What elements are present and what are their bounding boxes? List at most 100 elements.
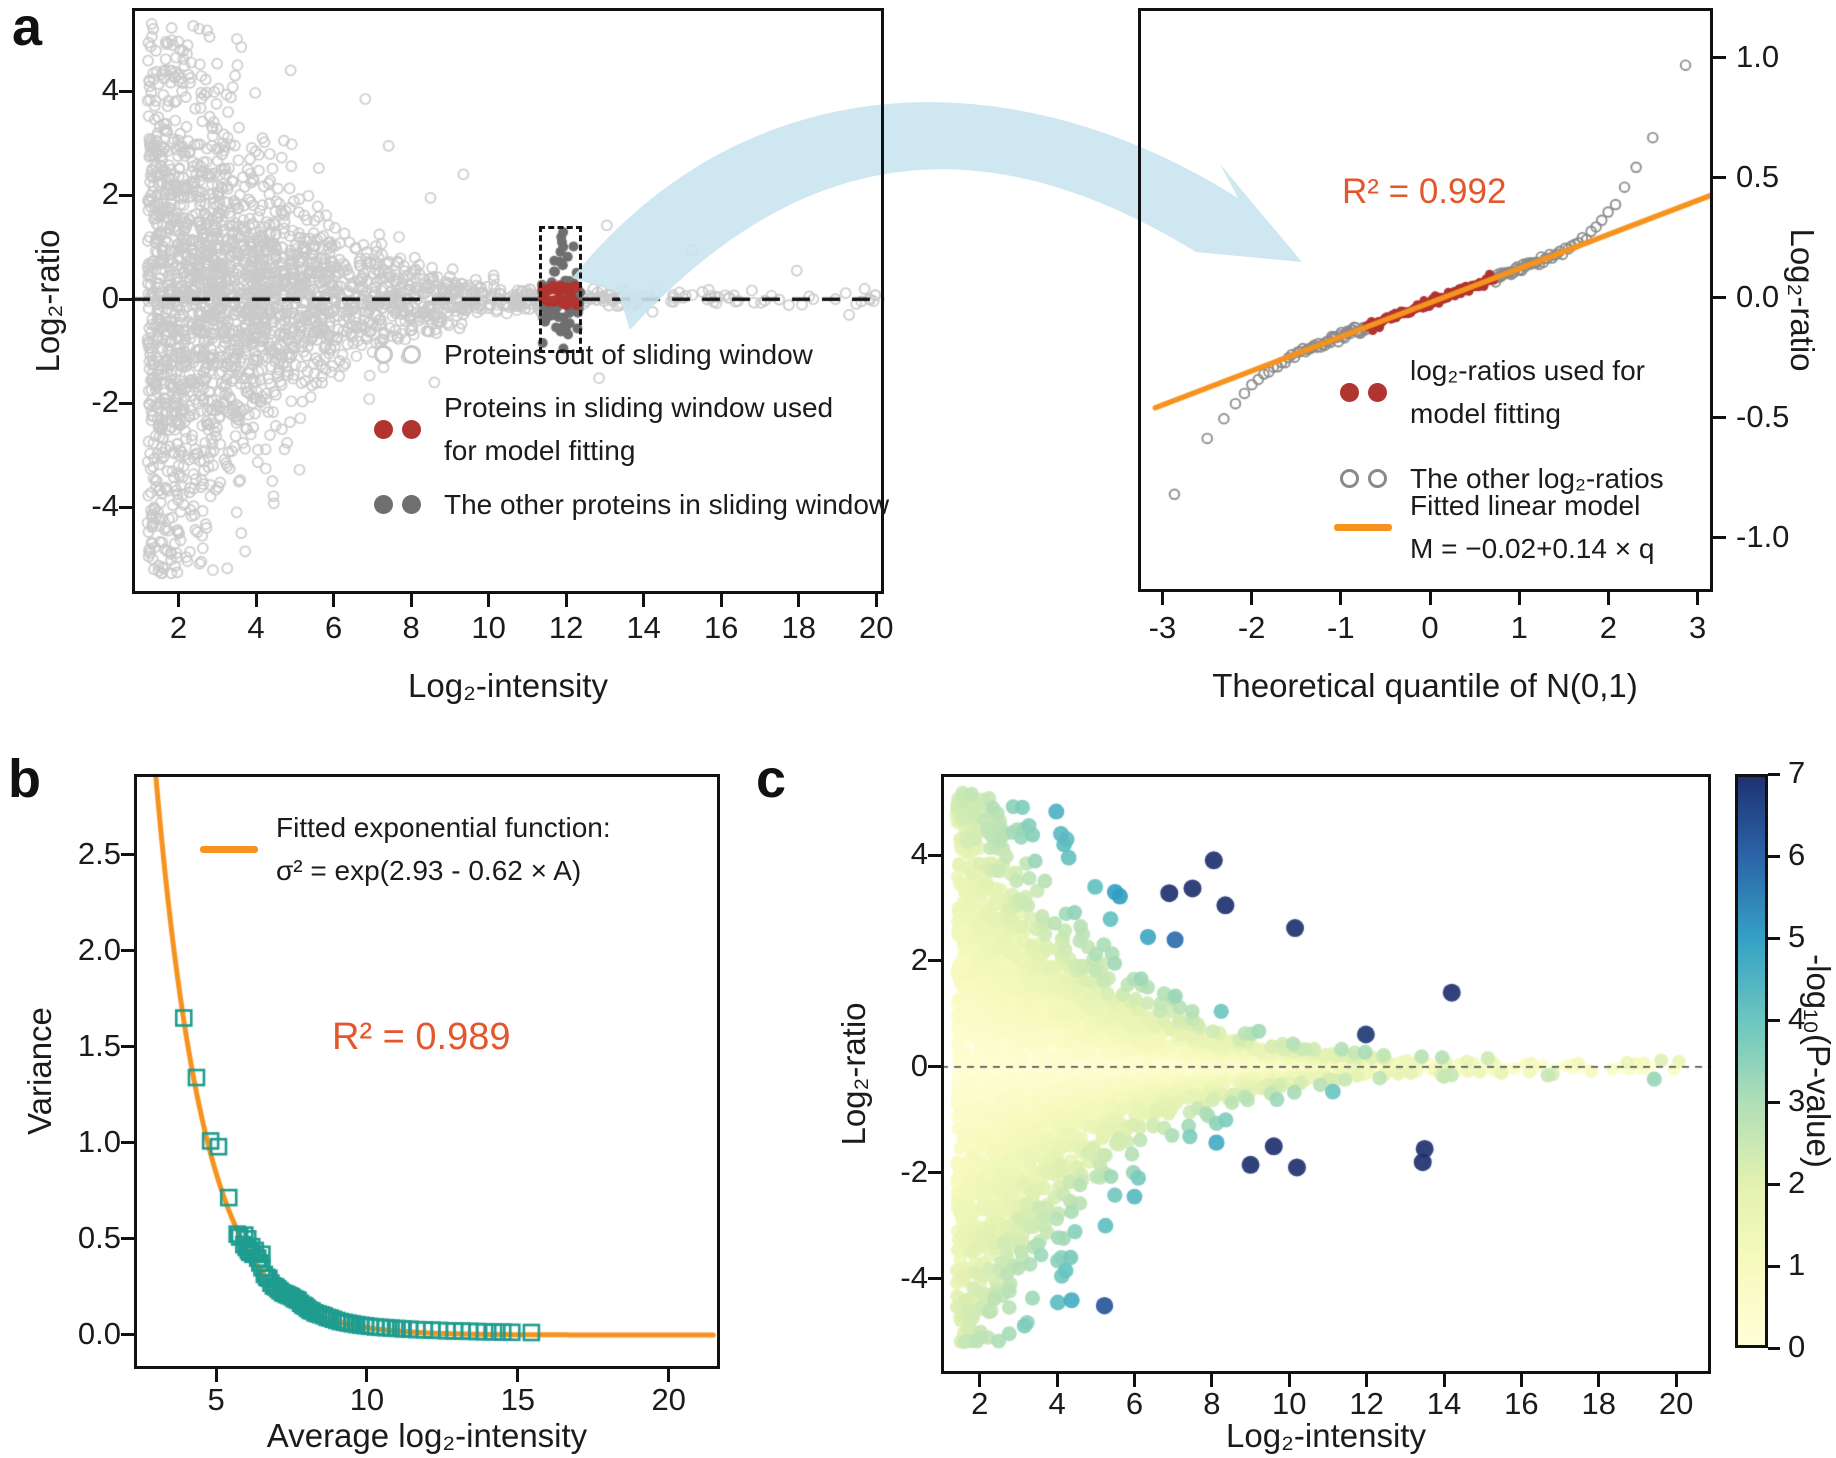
legend-label: log₂-ratios used for [1410, 355, 1645, 386]
y-tick-mark [1713, 176, 1726, 180]
x-tick-mark [332, 594, 336, 607]
legend-label: Fitted linear model [1410, 490, 1641, 521]
x-axis-label: Log₂-intensity [408, 667, 608, 704]
x-tick-mark [516, 1369, 520, 1382]
x-tick-mark [1250, 592, 1254, 605]
y-tick-mark [121, 853, 134, 857]
y-tick-label: 2.5 [77, 835, 121, 871]
y-tick-label: -4 [91, 488, 119, 524]
x-tick-label: 5 [207, 1382, 225, 1417]
legend-item: Fitted linear model M = −0.02+0.14 × q [1334, 484, 1654, 570]
x-tick-label: 6 [324, 610, 343, 645]
y-tick-label: -0.5 [1736, 398, 1790, 434]
y-tick-mark [928, 1171, 941, 1175]
x-tick-label: -3 [1148, 610, 1177, 645]
colorbar-tick-mark [1768, 772, 1780, 776]
legend-label: The other proteins in sliding window [444, 489, 890, 520]
colorbar-tick-label: 6 [1788, 837, 1806, 872]
r-squared-annotation: R² = 0.992 [1342, 172, 1507, 211]
legend-item: Fitted exponential function: σ² = exp(2.… [200, 806, 611, 892]
x-tick-label: 18 [1581, 1386, 1617, 1421]
colorbar-tick-mark [1768, 1264, 1780, 1268]
panel-label-a: a [12, 0, 43, 57]
y-tick-mark [121, 1045, 134, 1049]
x-tick-mark [1339, 592, 1343, 605]
x-tick-mark [1055, 1374, 1059, 1387]
x-tick-mark [1517, 592, 1521, 605]
y-tick-label: 1.0 [77, 1123, 121, 1159]
y-tick-label: -2 [900, 1153, 928, 1189]
y-tick-label: 0 [910, 1047, 928, 1083]
colorbar [1735, 774, 1768, 1348]
legend-item: Proteins out of sliding window [368, 333, 813, 376]
x-tick-label: 0 [1421, 610, 1439, 645]
x-tick-label: -1 [1327, 610, 1355, 645]
legend-label: model fitting [1410, 398, 1561, 429]
open-circle-marker-icon [373, 345, 393, 364]
x-tick-label: 10 [349, 1382, 385, 1417]
legend-label: Proteins in sliding window used [444, 392, 834, 423]
x-tick-mark [1674, 1374, 1678, 1387]
y-tick-mark [121, 1237, 134, 1241]
x-tick-mark [1696, 592, 1700, 605]
x-tick-mark [177, 594, 180, 607]
y-tick-label: 0.5 [1736, 158, 1780, 194]
x-tick-mark [719, 594, 723, 607]
x-tick-label: 14 [626, 610, 661, 645]
x-tick-label: 12 [1349, 1386, 1384, 1421]
colorbar-tick-label: 4 [1788, 1001, 1806, 1036]
x-tick-label: 16 [703, 610, 739, 645]
x-tick-label: 20 [858, 610, 894, 645]
x-tick-mark [409, 594, 413, 607]
legend-item: The other proteins in sliding window [368, 483, 889, 526]
filled-circle-marker-icon [1339, 382, 1359, 402]
x-tick-mark [1428, 592, 1432, 605]
colorbar-tick-label: 2 [1788, 1165, 1806, 1200]
y-axis-label: Log₂-ratio [1784, 228, 1821, 372]
legend-item: Proteins in sliding window used for mode… [368, 386, 833, 472]
y-tick-mark [928, 959, 941, 963]
x-tick-label: 1 [1510, 610, 1528, 645]
colorbar-tick-mark [1768, 1100, 1780, 1104]
colorbar-tick-label: 7 [1788, 755, 1806, 790]
x-tick-label: 16 [1504, 1386, 1539, 1421]
colorbar-label: -log₁₀(P-value) [1800, 954, 1836, 1168]
y-tick-label: 0.5 [77, 1219, 121, 1255]
x-tick-label: 8 [1203, 1386, 1221, 1421]
legend-label: Fitted exponential function: [276, 812, 611, 843]
x-tick-mark [1606, 592, 1610, 605]
x-tick-label: 14 [1426, 1386, 1462, 1421]
x-tick-label: 12 [548, 610, 584, 645]
colorbar-tick-mark [1768, 1182, 1780, 1186]
x-tick-mark [214, 1369, 218, 1382]
x-tick-label: 8 [402, 610, 420, 645]
legend-label: M = −0.02+0.14 × q [1410, 533, 1655, 564]
y-tick-mark [119, 401, 132, 405]
x-tick-mark [667, 1369, 671, 1382]
y-tick-label: 2 [910, 941, 928, 977]
x-tick-mark [1442, 1374, 1446, 1387]
filled-circle-marker-icon [401, 419, 421, 439]
colorbar-tick-mark [1768, 1018, 1780, 1022]
x-tick-mark [487, 594, 491, 607]
legend-label: for model fitting [444, 435, 636, 466]
r-squared-annotation: R² = 0.989 [332, 1016, 511, 1058]
y-tick-mark [121, 949, 134, 953]
y-tick-mark [121, 1333, 134, 1337]
y-tick-label: 1.0 [1736, 38, 1780, 74]
filled-circle-marker-icon [373, 495, 393, 514]
x-tick-mark [1597, 1374, 1601, 1387]
y-tick-label: 4 [910, 836, 928, 872]
panel-label-c: c [756, 749, 787, 809]
x-tick-label: 3 [1688, 610, 1707, 645]
colorbar-tick-mark [1768, 1346, 1780, 1350]
x-tick-label: 2 [1599, 610, 1617, 645]
colorbar-tick-mark [1768, 854, 1780, 858]
y-tick-mark [121, 1141, 134, 1145]
colorbar-tick-label: 1 [1788, 1247, 1806, 1282]
y-tick-mark [928, 1065, 941, 1069]
y-tick-label: 0.0 [1736, 278, 1780, 314]
x-axis-label: Theoretical quantile of N(0,1) [1212, 667, 1638, 704]
x-tick-mark [797, 594, 801, 607]
